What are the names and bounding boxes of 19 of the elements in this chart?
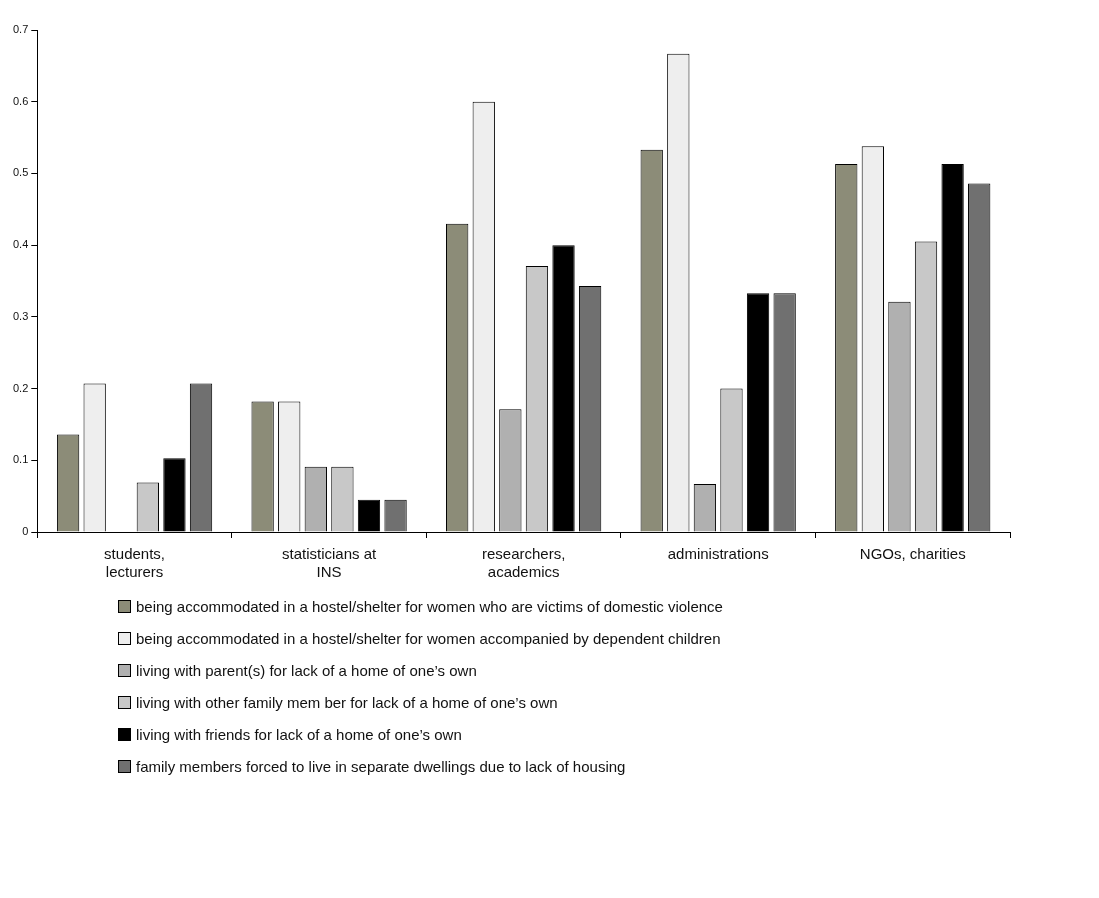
legend-label: being accommodated in a hostel/shelter for women who are victims of domestic violence <box>136 597 723 615</box>
x-tick-label: administrations <box>667 545 769 563</box>
y-tick-label: 0.4 <box>12 238 29 251</box>
legend-label: being accommodated in a hostel/shelter for women accompanied by dependent children <box>136 629 721 647</box>
legend-label: family members forced to live in separate dwellings due to lack of housing <box>136 757 626 775</box>
y-tick-label: 0 <box>22 525 29 538</box>
x-tick-label: students, lecturers <box>104 545 165 581</box>
x-tick-label: researchers, academics <box>481 545 566 581</box>
legend-label: living with parent(s) for lack of a home of one’s own <box>136 661 477 679</box>
y-tick-label: 0.1 <box>12 453 29 466</box>
y-tick-label: 0.2 <box>12 381 29 394</box>
y-tick-label: 0.7 <box>12 23 29 36</box>
legend-label: living with other family mem ber for lack of a home of one’s own <box>136 693 558 711</box>
legend-label: living with friends for lack of a home of one’s own <box>136 725 462 743</box>
y-tick-label: 0.6 <box>12 94 29 107</box>
y-tick-label: 0.5 <box>12 166 29 179</box>
y-tick-label: 0.3 <box>12 309 29 322</box>
x-tick-label: NGOs, charities <box>859 545 966 563</box>
x-tick-label: statisticians at INS <box>281 545 378 581</box>
